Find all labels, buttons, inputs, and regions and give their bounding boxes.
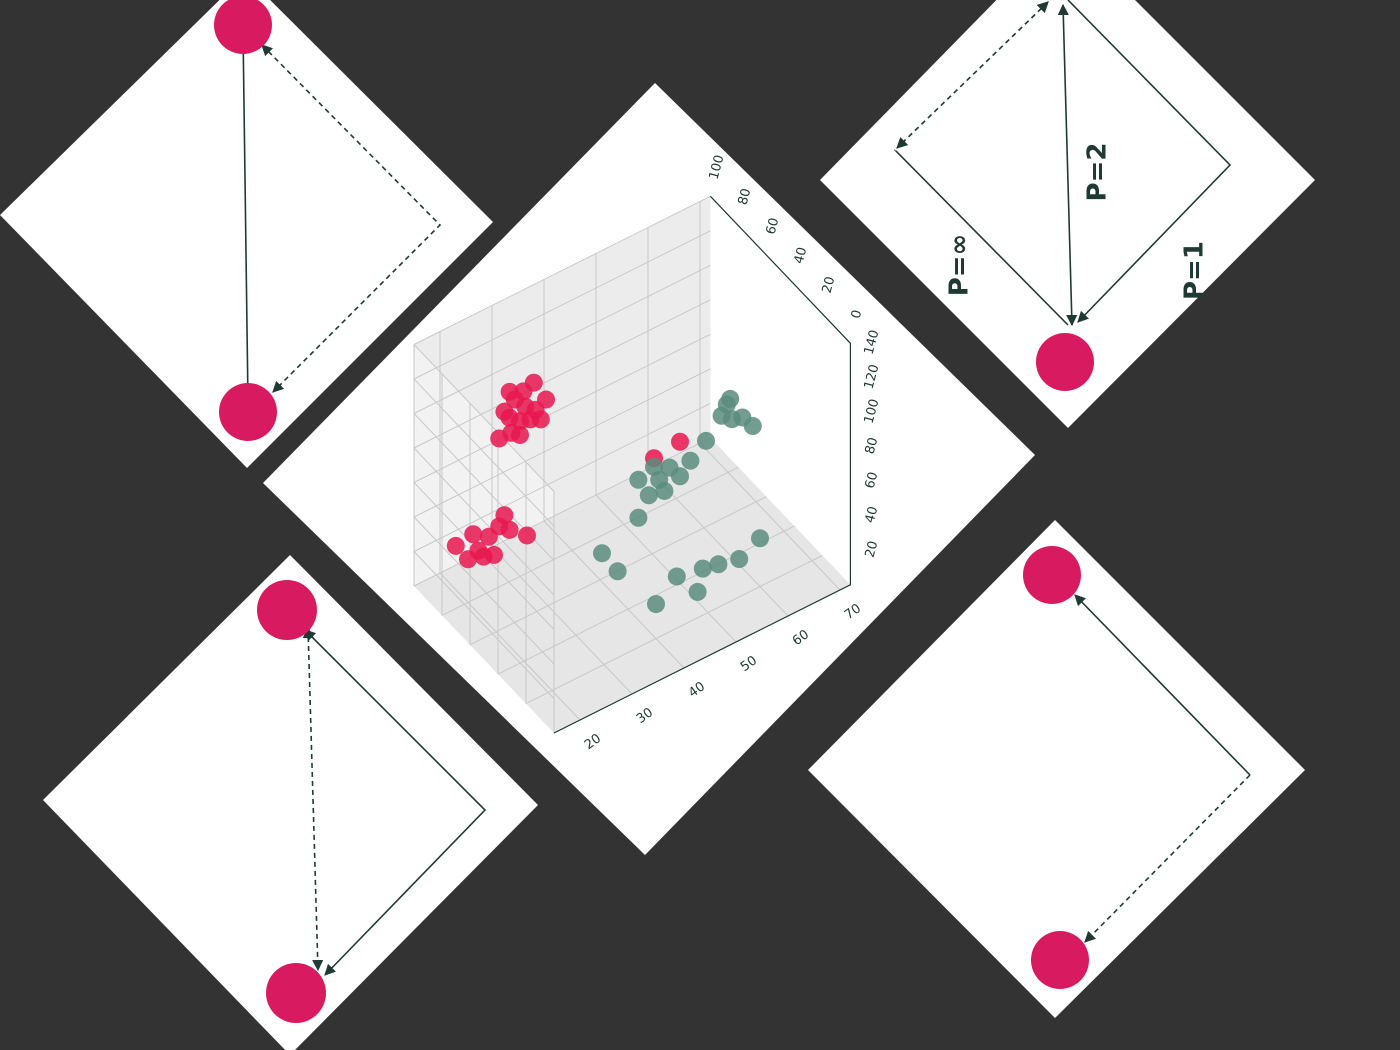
point	[730, 550, 749, 569]
point	[464, 525, 483, 544]
point	[524, 373, 543, 392]
point	[751, 529, 769, 548]
y-tick-label: 140	[862, 328, 883, 356]
panel-bottom-right	[808, 520, 1305, 1018]
point	[446, 536, 465, 555]
point	[495, 402, 514, 421]
point	[647, 595, 665, 614]
grid-line	[413, 264, 711, 414]
label-p2: P=2	[1083, 143, 1113, 202]
grid-line	[595, 494, 737, 643]
point	[629, 470, 648, 489]
point	[500, 520, 519, 539]
point	[485, 545, 503, 564]
point	[693, 559, 712, 578]
point	[681, 451, 700, 470]
point	[688, 582, 707, 601]
point	[721, 389, 740, 408]
grid-line	[413, 516, 555, 665]
grid-line	[413, 333, 711, 483]
z-tick-label: 20	[820, 275, 839, 295]
z-tick-label: 40	[792, 246, 811, 266]
point	[697, 431, 715, 450]
point	[743, 417, 762, 436]
point	[518, 526, 536, 545]
grid-line	[497, 525, 795, 675]
grid-line	[413, 447, 555, 596]
grid-line	[439, 572, 581, 721]
label-p1: P=1	[1180, 241, 1210, 300]
grid-line	[413, 299, 711, 449]
point	[671, 467, 689, 486]
grid-line	[413, 230, 711, 380]
y-tick-label: 20	[863, 539, 882, 559]
point	[645, 457, 663, 476]
y-tick-label: 40	[863, 505, 882, 525]
grid-line	[543, 520, 685, 669]
point	[608, 562, 627, 581]
z-tick-label: 100	[707, 153, 728, 181]
point	[502, 423, 521, 442]
grid-line	[699, 442, 841, 591]
z-tick-label: 60	[764, 216, 783, 236]
point	[655, 481, 674, 500]
point	[459, 550, 477, 569]
pane	[414, 437, 851, 733]
grid-line	[413, 402, 711, 552]
point	[500, 382, 519, 401]
y-tick-label: 100	[862, 397, 883, 425]
point	[639, 486, 658, 505]
grid-line	[525, 554, 823, 705]
point	[671, 432, 689, 451]
grid-line	[441, 466, 739, 616]
point	[629, 508, 648, 527]
y-tick-label: 120	[862, 363, 883, 391]
chart: 2030405060702040608010012014002040608010…	[413, 153, 883, 753]
y-tick-label: 60	[863, 470, 882, 490]
point	[709, 555, 728, 574]
z-tick-label: 80	[736, 187, 755, 207]
panel-top-right: P=∞ P=2 P=1	[820, 0, 1315, 428]
label-p-inf: P=∞	[945, 234, 975, 297]
panel-bottom-left	[43, 555, 538, 1050]
point	[593, 544, 611, 563]
grid-line	[413, 344, 555, 492]
grid-line	[413, 368, 711, 518]
point	[667, 567, 686, 586]
z-tick-label: 0	[849, 308, 866, 320]
panel-top-left	[0, 0, 493, 468]
axis-line	[553, 195, 852, 734]
grid-line	[491, 546, 633, 695]
y-tick-label: 80	[863, 436, 882, 456]
grid-line	[413, 378, 555, 527]
point	[495, 506, 514, 525]
point	[537, 390, 555, 409]
grid-line	[413, 195, 711, 345]
grid-line	[413, 551, 555, 699]
